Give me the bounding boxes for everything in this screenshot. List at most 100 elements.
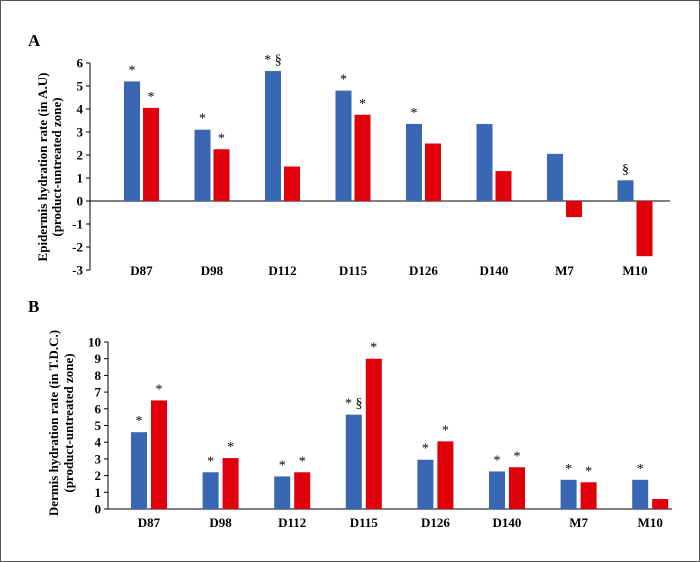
panel-b-significance-mark: * <box>442 423 449 438</box>
panel-a-significance-mark: * <box>199 112 206 127</box>
panel-b-y-tick-label: 7 <box>95 385 102 400</box>
panel-a-bar-d87-blue <box>124 81 140 201</box>
panel-b-significance-mark: * <box>370 341 377 356</box>
panel-a-bar-d140-red <box>495 171 512 201</box>
panel-a-y-tick-label: -2 <box>72 240 83 255</box>
panel-b-bar-d98-blue <box>202 472 219 509</box>
panel-a-category-label: D112 <box>268 263 296 278</box>
panel-a-bar-d98-red <box>213 149 230 201</box>
panel-b-significance-mark: * <box>514 449 521 464</box>
panel-a-bar-d98-blue <box>194 129 211 201</box>
panel-b-bar-d87-blue <box>131 432 147 509</box>
panel-a-significance-mark: * <box>340 73 347 88</box>
panel-b-significance-mark: * <box>279 458 286 473</box>
panel-a-y-axis-label: Epidermis hydration rate (in A.U) <box>35 73 50 262</box>
panel-b-bar-m10-blue <box>632 479 649 509</box>
panel-a-y-tick-label: 4 <box>77 102 84 117</box>
panel-a-bar-m7-red <box>566 201 582 218</box>
panel-b-y-tick-label: 3 <box>95 451 102 466</box>
panel-b-significance-mark: * <box>494 453 501 468</box>
panel-a-bar-d112-red <box>284 166 300 201</box>
panel-b-y-tick-label: 4 <box>95 435 102 450</box>
panel-b-y-tick-label: 5 <box>95 418 102 433</box>
panel-b-label: B <box>28 297 39 316</box>
panel-b-category-label: D115 <box>350 515 379 530</box>
panel-a-bar-d112-blue <box>265 71 281 201</box>
panel-b-y-tick-label: 6 <box>95 401 102 416</box>
panel-b-bar-d112-red <box>294 472 311 509</box>
panel-b-category-label: M10 <box>638 515 663 530</box>
panel-a-y-tick-label: 6 <box>77 56 84 71</box>
panel-a-bar-m10-red <box>636 201 653 257</box>
panel-b-bar-d115-red <box>365 358 382 509</box>
panel-a-y-tick-label: 0 <box>77 194 84 209</box>
panel-b-category-label: M7 <box>569 515 588 530</box>
panel-a-y-tick-label: 3 <box>77 125 84 140</box>
panel-b-bar-m10-red <box>652 498 669 509</box>
panel-b-bar-d87-red <box>151 400 167 509</box>
panel-a-bar-d87-red <box>143 107 159 201</box>
panel-a-bar-m10-blue <box>617 180 634 201</box>
panel-b-bar-d126-blue <box>417 459 434 509</box>
panel-b-significance-mark: * <box>637 462 644 477</box>
panel-b-category-label: D140 <box>493 515 522 530</box>
panel-b-y-tick-label: 8 <box>95 368 102 383</box>
panel-b-y-tick-label: 9 <box>95 351 102 366</box>
panel-b-significance-mark: * <box>422 442 429 457</box>
panel-a-y-tick-label: -1 <box>72 217 83 232</box>
panel-a-category-label: D140 <box>480 263 509 278</box>
panel-b-significance-mark: * <box>585 464 592 479</box>
panel-a-bar-d115-blue <box>335 90 352 201</box>
panel-a-category-label: M7 <box>555 263 574 278</box>
panel-b-y-axis-label: Dermis hydration rate (in T.D.C.) <box>46 330 61 516</box>
panel-a-category-label: M10 <box>622 263 647 278</box>
panel-b-y-tick-label: 1 <box>95 485 102 500</box>
panel-b-category-label: D98 <box>209 515 232 530</box>
panel-a-significance-mark: * <box>148 90 155 105</box>
panel-a-category-label: D126 <box>409 263 438 278</box>
panel-a-bar-d126-blue <box>406 123 422 201</box>
panel-a-label: A <box>28 31 41 50</box>
panel-b-significance-mark: * <box>207 454 214 469</box>
panel-b-bar-d126-red <box>437 441 454 509</box>
panel-b-bar-d115-blue <box>345 414 362 509</box>
panel-a-significance-mark: § <box>622 162 629 177</box>
panel-a-y-tick-label: -3 <box>72 263 83 278</box>
panel-b-bar-d140-blue <box>489 471 505 509</box>
panel-a-significance-mark: * § <box>264 53 282 68</box>
panel-a-y-tick-label: 2 <box>77 148 84 163</box>
panel-b-category-label: D126 <box>421 515 450 530</box>
panel-b-category-label: D112 <box>278 515 306 530</box>
panel-b-bar-m7-red <box>580 482 597 509</box>
panel-b-y-tick-label: 0 <box>95 502 102 517</box>
panel-b-y-tick-label: 2 <box>95 468 102 483</box>
panel-b-category-label: D87 <box>138 515 161 530</box>
panel-b-significance-mark: * <box>156 382 163 397</box>
panel-b-significance-mark: * <box>136 414 143 429</box>
panel-a-y-tick-label: 1 <box>77 171 84 186</box>
panel-a-significance-mark: * <box>411 106 418 121</box>
panel-b-y-tick-label: 10 <box>88 335 101 350</box>
panel-a-significance-mark: * <box>129 63 136 78</box>
panel-b-significance-mark: * <box>227 440 234 455</box>
panel-a-category-label: D115 <box>339 263 368 278</box>
panel-a-category-label: D98 <box>201 263 224 278</box>
panel-b-bar-d98-red <box>222 458 239 509</box>
panel-b-bar-d112-blue <box>274 476 291 509</box>
panel-a-category-label: D87 <box>130 263 153 278</box>
panel-a-bar-m7-blue <box>547 153 563 201</box>
panel-b-significance-mark: * <box>299 454 306 469</box>
panel-a-significance-mark: * <box>218 131 225 146</box>
panel-b-significance-mark: * <box>565 462 572 477</box>
panel-a-y-axis-label: (product-untreated zone) <box>49 97 64 236</box>
panel-b-bar-d140-red <box>509 467 525 509</box>
panel-b-y-axis-label: (product-untreated zone) <box>61 353 76 492</box>
panel-a-y-tick-label: 5 <box>77 79 84 94</box>
panel-a-significance-mark: * <box>359 97 366 112</box>
panel-b-significance-mark: * § <box>345 397 363 412</box>
panel-a-bar-d115-red <box>354 114 371 201</box>
panel-b-bar-m7-blue <box>560 479 577 509</box>
panel-a-bar-d140-blue <box>476 123 493 201</box>
panel-a-bar-d126-red <box>425 143 441 201</box>
